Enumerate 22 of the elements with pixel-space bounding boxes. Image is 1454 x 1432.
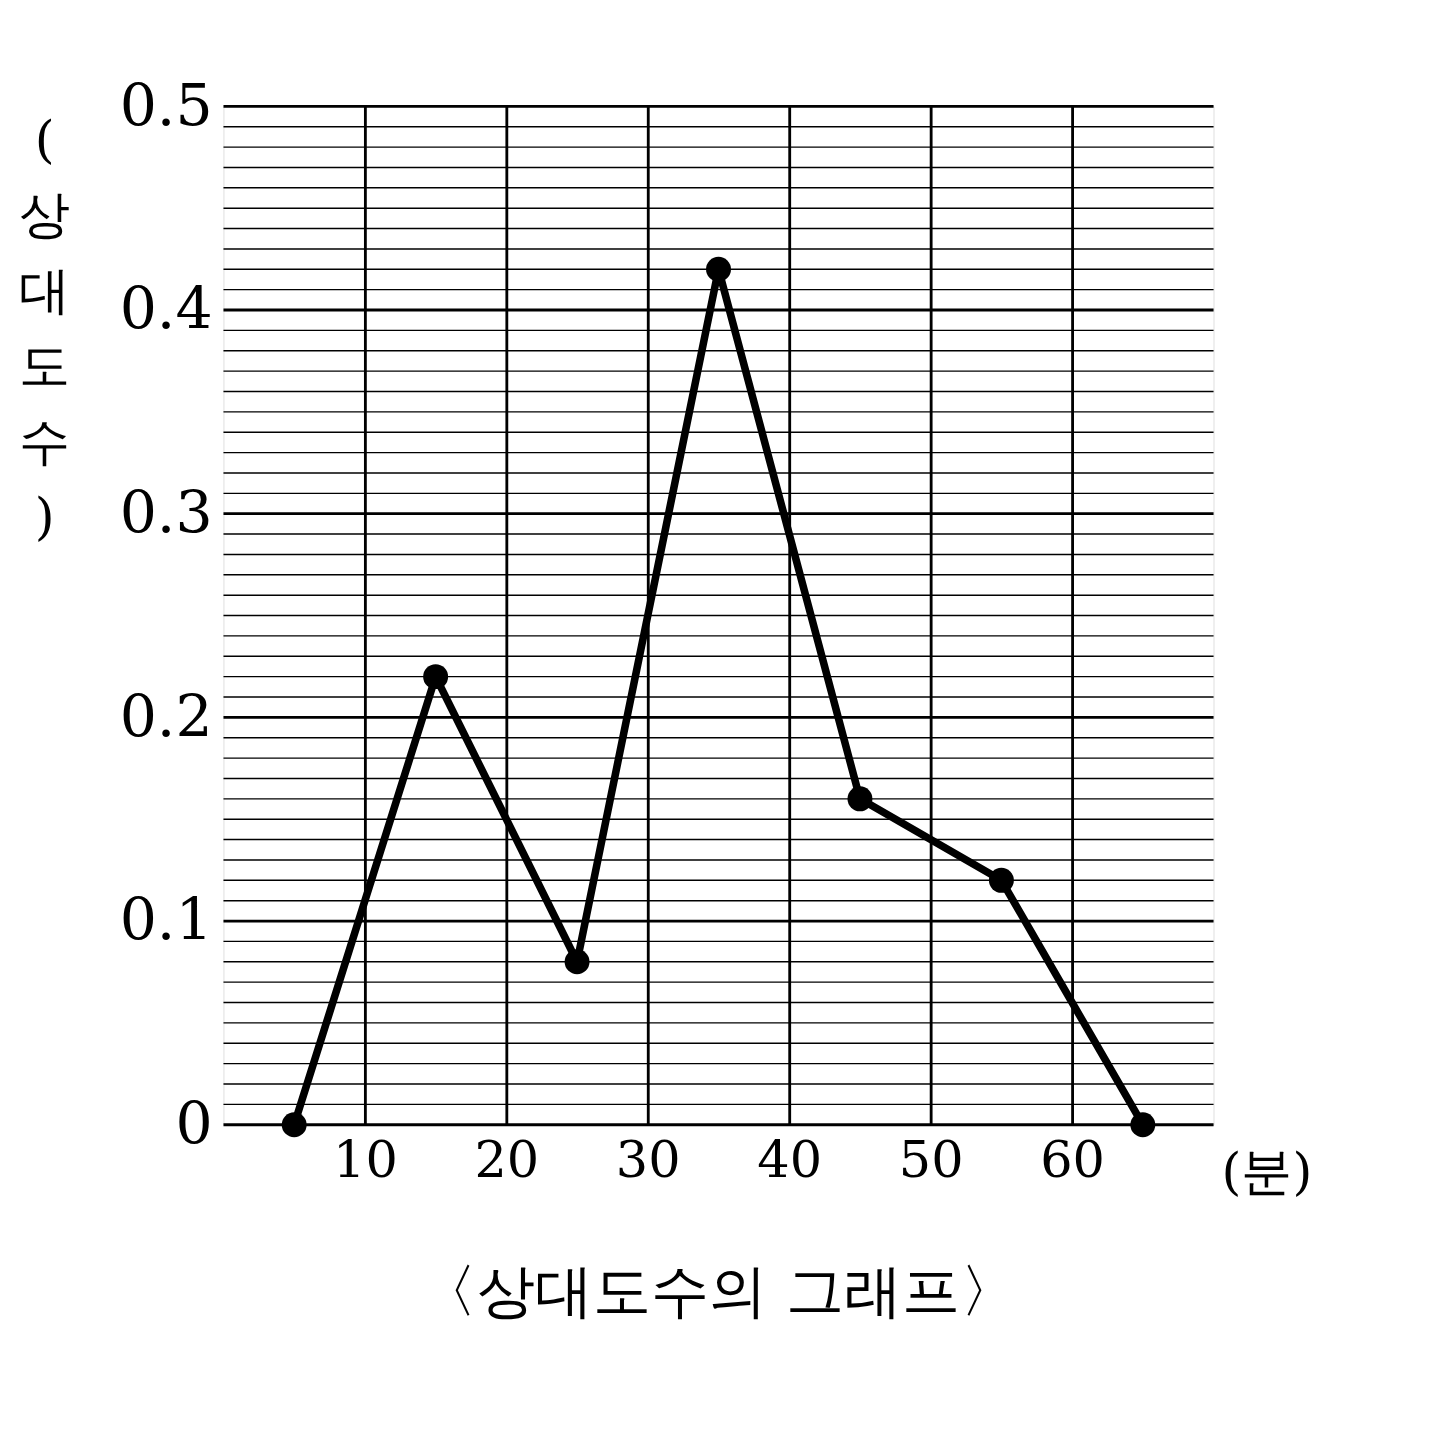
point <box>847 786 873 812</box>
point <box>423 664 449 690</box>
x-tick-label: 40 <box>757 1130 823 1190</box>
y-tick-label: 0.4 <box>119 274 213 343</box>
y-axis-title: (상대도수) <box>19 109 71 546</box>
y-tick-label: 0.1 <box>119 885 213 954</box>
y-tick-label: 0.5 <box>119 70 213 139</box>
y-tick-label: 0.3 <box>119 478 213 547</box>
x-tick-label: 10 <box>333 1130 398 1190</box>
point <box>281 1112 307 1138</box>
x-tick-label: 30 <box>615 1130 681 1190</box>
point <box>706 256 731 282</box>
point <box>564 949 590 975</box>
point <box>988 867 1014 893</box>
y-tick-label: 0 <box>175 1089 213 1158</box>
x-tick-label: 50 <box>898 1130 964 1190</box>
x-tick-label: 60 <box>1040 1130 1105 1190</box>
x-tick-label: 20 <box>474 1130 540 1190</box>
x-axis-title: (분) <box>1221 1142 1313 1202</box>
point <box>1130 1112 1156 1138</box>
y-tick-label: 0.2 <box>119 681 213 750</box>
text: 〈상대도수의 그래프〉 <box>419 1257 1018 1326</box>
